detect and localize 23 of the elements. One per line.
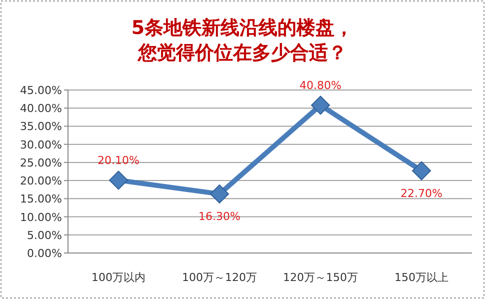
y-tick-label: 15.00%	[20, 192, 62, 206]
point	[412, 161, 431, 180]
x-tick-label: 100万～120万	[182, 271, 257, 284]
data-label: 22.70%	[400, 186, 442, 200]
y-tick-label: 40.00%	[20, 102, 62, 116]
data-label: 20.10%	[98, 154, 140, 168]
x-tick-label: 100万以内	[92, 271, 146, 284]
y-tick-label: 0.00%	[27, 247, 62, 260]
x-tick-label: 150万以上	[394, 271, 448, 284]
y-tick-label: 35.00%	[20, 120, 62, 134]
y-tick-label: 5.00%	[27, 228, 62, 242]
chart-title: 5条地铁新线沿线的楼盘，您觉得价位在多少合适？	[131, 17, 354, 64]
point	[210, 184, 229, 204]
data-label: 16.30%	[198, 210, 240, 223]
y-tick-label: 30.00%	[20, 138, 62, 152]
data-label: 40.80%	[300, 79, 342, 92]
y-tick-label: 20.00%	[20, 174, 62, 188]
point	[311, 96, 330, 115]
point	[109, 170, 128, 190]
y-tick-label: 10.00%	[20, 210, 62, 224]
y-tick-label: 45.00%	[20, 84, 62, 97]
y-tick-label: 25.00%	[20, 156, 62, 170]
x-tick-label: 120万～150万	[283, 271, 358, 284]
